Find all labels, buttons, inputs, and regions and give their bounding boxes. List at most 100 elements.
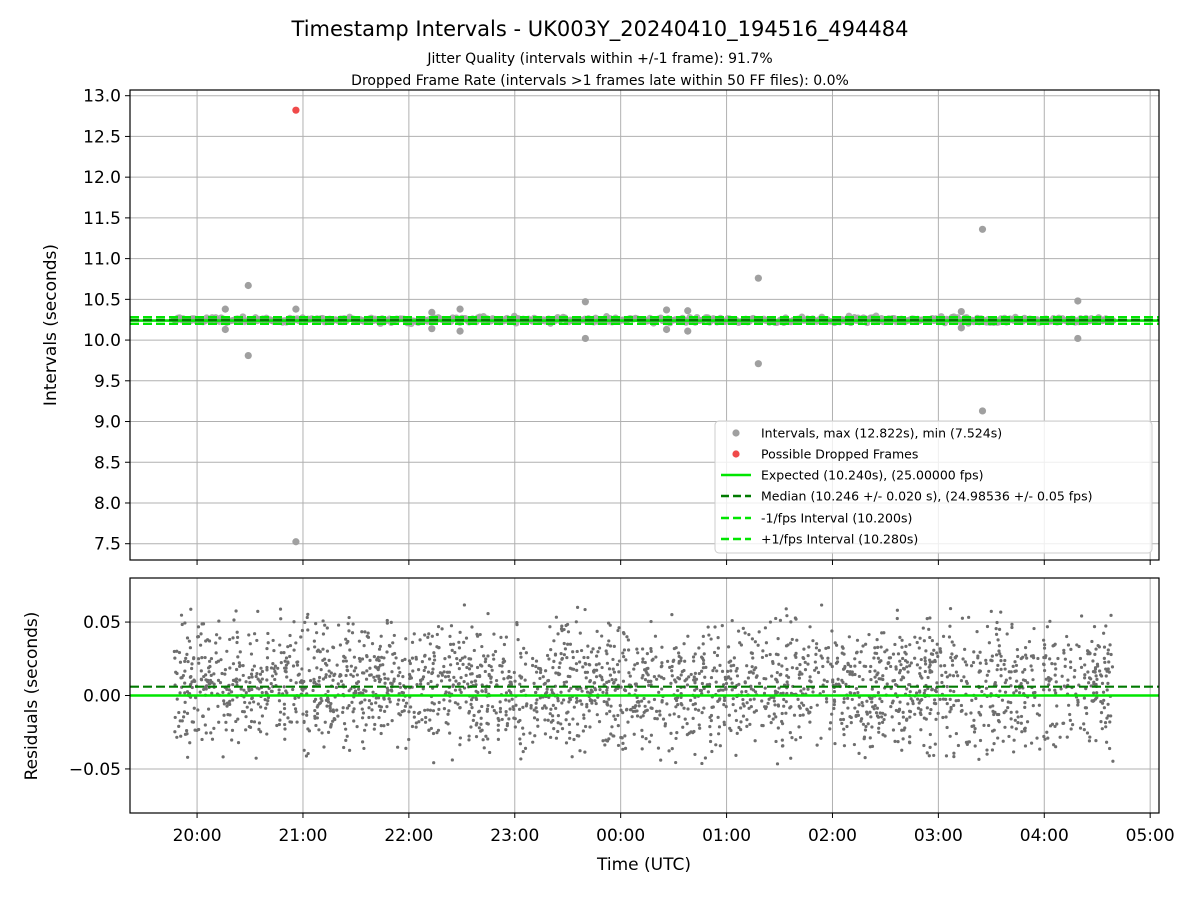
residual-point <box>965 742 969 747</box>
residual-point <box>724 705 728 709</box>
residual-point <box>325 704 329 708</box>
residual-point <box>935 642 939 646</box>
residual-point <box>978 669 982 673</box>
residual-point <box>592 681 596 685</box>
residual-point <box>306 612 310 617</box>
residual-point <box>1010 725 1014 729</box>
residual-point <box>676 676 680 680</box>
residual-point <box>1023 705 1027 709</box>
residual-point <box>830 664 834 669</box>
residual-point <box>249 719 254 724</box>
residual-point <box>719 688 723 692</box>
residual-point <box>295 720 299 724</box>
residual-point <box>940 673 944 677</box>
residual-point <box>649 733 654 737</box>
residual-point <box>453 650 457 655</box>
residual-point <box>831 678 835 682</box>
residual-point <box>607 679 611 683</box>
residual-point <box>873 675 877 679</box>
residual-point <box>480 689 484 693</box>
residual-point <box>1014 663 1019 668</box>
residual-point <box>908 643 912 647</box>
residual-point <box>418 710 422 715</box>
residual-point <box>254 674 258 679</box>
residual-point <box>506 676 510 680</box>
residual-point <box>531 740 535 744</box>
residual-point <box>403 704 408 708</box>
residual-point <box>890 715 894 719</box>
residual-point <box>209 673 213 677</box>
residual-point <box>400 658 404 663</box>
legend-marker-dropped <box>732 450 740 458</box>
residual-point <box>484 657 488 661</box>
residual-point <box>423 654 427 658</box>
residual-point <box>950 652 954 656</box>
residual-point <box>278 607 283 611</box>
residual-point <box>1108 643 1112 647</box>
residual-point <box>861 704 865 708</box>
residual-point <box>717 732 721 736</box>
residual-point <box>256 609 260 613</box>
residual-point <box>808 710 812 714</box>
residual-point <box>1017 691 1022 695</box>
residual-point <box>785 667 789 672</box>
residual-point <box>922 743 926 748</box>
residual-point <box>814 666 819 670</box>
residual-point <box>1023 700 1027 705</box>
residual-point <box>464 673 468 677</box>
residual-point <box>774 616 778 621</box>
residual-point <box>1042 646 1047 650</box>
residual-point <box>600 634 604 638</box>
residual-point <box>859 650 863 654</box>
residual-point <box>1012 691 1016 695</box>
residual-point <box>385 704 389 709</box>
residual-point <box>178 660 183 664</box>
residual-point <box>919 728 923 732</box>
residual-point <box>242 688 246 692</box>
residual-point <box>596 650 600 654</box>
residual-point <box>480 704 484 709</box>
residual-point <box>1069 647 1073 651</box>
residual-point <box>954 699 958 703</box>
residual-point <box>649 647 653 651</box>
residual-point <box>807 645 811 649</box>
residual-point <box>416 668 421 672</box>
residual-point <box>835 656 840 660</box>
residual-point <box>928 745 932 749</box>
residual-point <box>264 706 268 710</box>
interval-outlier-point <box>456 327 464 335</box>
residual-point <box>789 620 793 624</box>
residual-point <box>1067 703 1071 707</box>
residual-point <box>190 666 194 671</box>
residual-point <box>430 634 434 638</box>
residual-point <box>524 651 528 655</box>
residual-point <box>1003 681 1007 685</box>
residual-point <box>498 706 503 711</box>
intervals-y-tick-label: 8.0 <box>94 494 121 514</box>
residual-point <box>706 690 710 694</box>
residual-point <box>346 622 350 626</box>
residual-point <box>414 655 418 659</box>
residual-point <box>1014 689 1018 693</box>
residual-point <box>633 682 637 686</box>
residual-point <box>283 722 287 727</box>
residual-point <box>972 650 976 654</box>
residual-point <box>1082 727 1086 732</box>
residual-point <box>492 708 496 713</box>
residual-point <box>288 654 292 659</box>
residual-point <box>933 698 937 702</box>
residual-point <box>861 678 865 682</box>
residual-point <box>686 707 690 711</box>
residual-point <box>437 700 441 705</box>
residual-point <box>516 720 521 724</box>
residual-point <box>978 738 983 743</box>
residual-point <box>948 734 952 738</box>
residual-point <box>880 720 885 724</box>
residual-point <box>987 669 991 673</box>
residual-point <box>598 674 602 678</box>
residual-point <box>616 724 620 728</box>
residual-point <box>463 655 467 659</box>
residual-point <box>507 699 511 703</box>
residual-point <box>492 657 496 661</box>
residual-point <box>276 666 280 670</box>
